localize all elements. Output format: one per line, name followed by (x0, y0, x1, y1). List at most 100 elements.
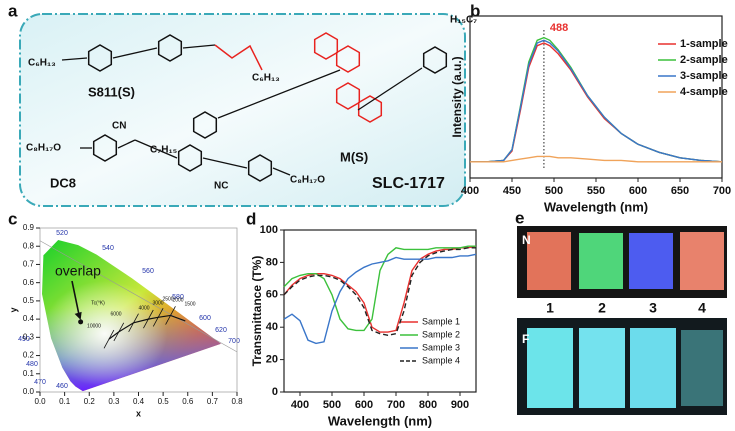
y-tick-label: 60 (266, 289, 278, 301)
temperature-label: 4000 (138, 305, 149, 311)
panel-label: b (470, 1, 480, 20)
panel-label: c (8, 209, 17, 228)
x-tick-label: 400 (291, 399, 309, 411)
ring (87, 44, 113, 72)
x-tick-label: 700 (713, 185, 731, 197)
bond (272, 167, 291, 176)
legend-label: Sample 3 (422, 342, 460, 352)
chromaticity-area (42, 240, 221, 392)
wavelength-label: 560 (142, 268, 154, 275)
y-tick-label: 0.0 (23, 387, 35, 396)
bond (117, 139, 136, 149)
photo-sample (527, 232, 571, 290)
y-tick-label: 0.1 (23, 369, 35, 378)
diagonal (39, 240, 238, 353)
bond (202, 157, 248, 169)
wavelength-label: 520 (56, 230, 68, 237)
isotherm (165, 306, 176, 325)
y-tick-label: 0.5 (23, 296, 35, 305)
wavelength-label: 540 (102, 245, 114, 252)
chem-label: H₁₅C₇ (450, 15, 477, 26)
ring (157, 34, 183, 62)
annotation: 488 (550, 22, 568, 34)
ring (357, 95, 383, 123)
x-tick-label: 650 (671, 185, 689, 197)
temperature-label: 6000 (110, 311, 121, 317)
bond (134, 139, 178, 159)
structures (61, 32, 448, 182)
y-tick-label: 0.6 (23, 278, 35, 287)
chem-label: C₆H₁₃ (28, 58, 56, 69)
bond (61, 57, 88, 61)
isotherm (113, 322, 125, 342)
structure-box (19, 13, 466, 207)
point (78, 319, 84, 325)
bond (357, 67, 423, 111)
x-tick-label: 0.4 (133, 397, 145, 406)
chem-label: C₆H₁₃ (252, 73, 280, 84)
x-tick-label: 0.3 (108, 397, 120, 406)
photo-sample (579, 233, 623, 289)
photo-sample (527, 328, 573, 408)
y-axis-label: Transmittance (T%) (250, 256, 264, 367)
ring (335, 82, 361, 110)
x-tick-label: 0.6 (182, 397, 194, 406)
chem-name: M(S) (340, 149, 368, 164)
x-tick-label: 800 (419, 399, 437, 411)
isotherm (103, 329, 115, 349)
legend-label: 3-sample (680, 70, 728, 82)
wavelength-label: 600 (199, 315, 211, 322)
chem-label: C₈H₁₇O (26, 143, 61, 154)
photo-sample (629, 233, 673, 289)
x-tick-label: 900 (451, 399, 469, 411)
wavelength-label: 620 (215, 327, 227, 334)
chem-name: DC8 (50, 175, 76, 190)
sample-label: 4 (698, 300, 706, 316)
wavelength-label: 480 (26, 361, 38, 368)
annotation: overlap (55, 263, 101, 279)
y-tick-label: 0.9 (23, 223, 35, 232)
wavelength-label: 580 (172, 294, 184, 301)
line (470, 39, 723, 163)
y-axis-label: Intensity (a.u.) (450, 56, 464, 137)
y-tick-label: 0.2 (23, 351, 35, 360)
mixture-name: SLC-1717 (372, 175, 445, 192)
line (470, 155, 722, 163)
x-tick-label: 600 (355, 399, 373, 411)
line (283, 253, 477, 345)
ring (335, 45, 361, 73)
line (283, 247, 476, 337)
temperature-label: 10000 (87, 323, 101, 329)
wavelength-label: 490 (18, 336, 30, 343)
wavelength-label: 700 (228, 338, 240, 345)
x-tick-label: 0.2 (84, 397, 96, 406)
plot-frame (283, 229, 477, 393)
temperature-label: 2000 (172, 297, 183, 303)
arrow-head (74, 311, 82, 320)
bond (182, 44, 216, 49)
y-tick-label: 0.3 (23, 332, 35, 341)
y-tick-label: 0 (272, 386, 278, 398)
x-tick-label: 0.1 (59, 397, 71, 406)
photo-sample (680, 232, 724, 290)
x-tick-label: 0.0 (34, 397, 46, 406)
bond (112, 47, 158, 59)
row-label: F (522, 332, 529, 346)
ring (247, 154, 273, 182)
ring (177, 144, 203, 172)
isotherm (152, 307, 164, 327)
row-label: N (522, 233, 531, 247)
panel-label: d (246, 209, 256, 228)
y-tick-label: 20 (266, 354, 278, 366)
y-tick-label: 0.7 (23, 260, 35, 269)
line (283, 245, 476, 332)
photo-sample (630, 328, 676, 408)
x-tick-label: 0.8 (231, 397, 243, 406)
legend-label: 1-sample (680, 38, 728, 50)
isotherm (143, 309, 154, 329)
legend-label: 2-sample (680, 54, 728, 66)
x-tick-label: 0.5 (158, 397, 170, 406)
y-tick-label: 0.4 (23, 314, 35, 323)
legend-label: Sample 4 (422, 355, 460, 365)
